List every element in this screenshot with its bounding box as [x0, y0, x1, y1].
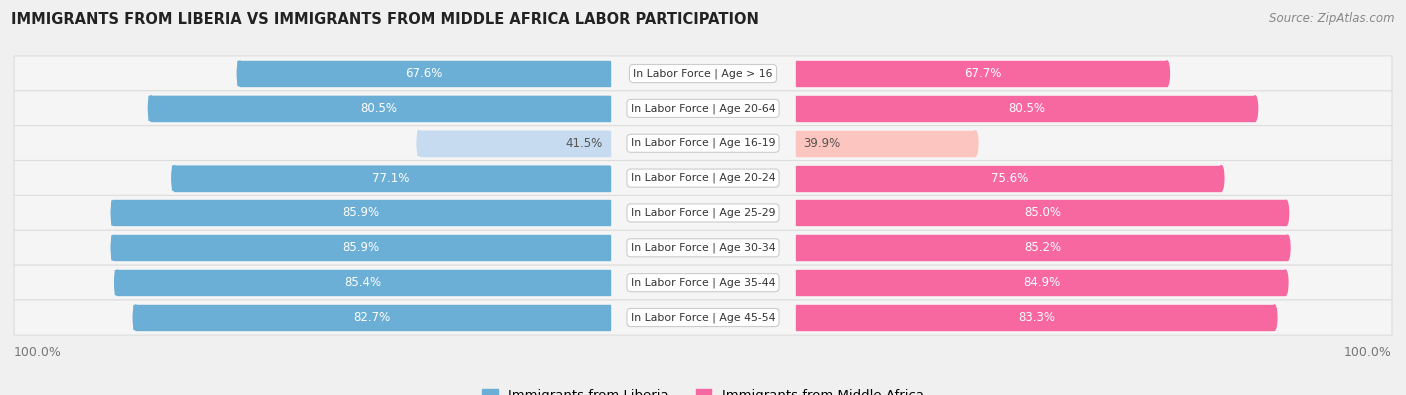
Circle shape — [134, 305, 138, 330]
Text: In Labor Force | Age 20-64: In Labor Force | Age 20-64 — [631, 103, 775, 114]
FancyBboxPatch shape — [14, 230, 1392, 265]
Bar — [796, 305, 1274, 330]
Circle shape — [418, 131, 422, 156]
Text: 41.5%: 41.5% — [565, 137, 603, 150]
Circle shape — [111, 200, 117, 226]
Circle shape — [1272, 305, 1277, 330]
Text: 67.6%: 67.6% — [405, 67, 443, 80]
Text: IMMIGRANTS FROM LIBERIA VS IMMIGRANTS FROM MIDDLE AFRICA LABOR PARTICIPATION: IMMIGRANTS FROM LIBERIA VS IMMIGRANTS FR… — [11, 12, 759, 27]
FancyBboxPatch shape — [14, 56, 1392, 91]
Circle shape — [1285, 235, 1289, 260]
Text: 80.5%: 80.5% — [361, 102, 398, 115]
Bar — [114, 200, 610, 226]
Circle shape — [1284, 200, 1289, 226]
FancyBboxPatch shape — [149, 96, 610, 121]
FancyBboxPatch shape — [111, 235, 610, 260]
Circle shape — [149, 96, 153, 121]
Text: 39.9%: 39.9% — [803, 137, 841, 150]
Text: In Labor Force | Age 25-29: In Labor Force | Age 25-29 — [631, 208, 775, 218]
FancyBboxPatch shape — [14, 196, 1392, 231]
FancyBboxPatch shape — [172, 166, 610, 191]
Circle shape — [115, 270, 120, 295]
FancyBboxPatch shape — [14, 91, 1392, 126]
Bar — [796, 131, 976, 156]
Text: 75.6%: 75.6% — [991, 171, 1029, 184]
Circle shape — [172, 166, 177, 191]
Circle shape — [973, 131, 979, 156]
Text: 85.9%: 85.9% — [342, 241, 380, 254]
Text: 82.7%: 82.7% — [353, 311, 391, 324]
Bar — [114, 235, 610, 260]
Circle shape — [111, 235, 117, 260]
Text: 85.9%: 85.9% — [342, 207, 380, 220]
FancyBboxPatch shape — [111, 200, 610, 226]
Circle shape — [238, 61, 242, 86]
Text: In Labor Force | Age 16-19: In Labor Force | Age 16-19 — [631, 138, 775, 149]
Text: 85.4%: 85.4% — [343, 276, 381, 289]
Text: In Labor Force | Age 45-54: In Labor Force | Age 45-54 — [631, 312, 775, 323]
Circle shape — [1253, 96, 1257, 121]
Bar — [117, 270, 610, 295]
Text: In Labor Force | Age 20-24: In Labor Force | Age 20-24 — [631, 173, 775, 183]
Bar — [796, 235, 1288, 260]
FancyBboxPatch shape — [14, 265, 1392, 300]
Text: 84.9%: 84.9% — [1024, 276, 1060, 289]
Text: In Labor Force | Age > 16: In Labor Force | Age > 16 — [633, 68, 773, 79]
Circle shape — [1164, 61, 1170, 86]
Circle shape — [1219, 166, 1223, 191]
Text: 80.5%: 80.5% — [1008, 102, 1045, 115]
Circle shape — [1282, 270, 1288, 295]
Bar — [240, 61, 610, 86]
Bar — [419, 131, 610, 156]
Text: 77.1%: 77.1% — [373, 171, 409, 184]
Text: 67.7%: 67.7% — [965, 67, 1001, 80]
Text: Source: ZipAtlas.com: Source: ZipAtlas.com — [1270, 12, 1395, 25]
FancyBboxPatch shape — [418, 131, 610, 156]
Bar — [796, 61, 1167, 86]
Text: In Labor Force | Age 35-44: In Labor Force | Age 35-44 — [631, 277, 775, 288]
Text: 100.0%: 100.0% — [14, 346, 62, 359]
FancyBboxPatch shape — [134, 305, 610, 330]
Text: 85.0%: 85.0% — [1024, 207, 1060, 220]
Text: 100.0%: 100.0% — [1344, 346, 1392, 359]
Legend: Immigrants from Liberia, Immigrants from Middle Africa: Immigrants from Liberia, Immigrants from… — [482, 389, 924, 395]
Bar — [796, 96, 1256, 121]
Text: 85.2%: 85.2% — [1025, 241, 1062, 254]
Bar — [796, 200, 1286, 226]
Text: In Labor Force | Age 30-34: In Labor Force | Age 30-34 — [631, 243, 775, 253]
Bar — [796, 166, 1222, 191]
Bar — [174, 166, 610, 191]
FancyBboxPatch shape — [115, 270, 610, 295]
Text: 83.3%: 83.3% — [1018, 311, 1054, 324]
FancyBboxPatch shape — [14, 300, 1392, 335]
Bar — [796, 270, 1285, 295]
FancyBboxPatch shape — [238, 61, 610, 86]
FancyBboxPatch shape — [14, 160, 1392, 196]
Bar — [136, 305, 610, 330]
Bar — [150, 96, 610, 121]
FancyBboxPatch shape — [14, 126, 1392, 161]
